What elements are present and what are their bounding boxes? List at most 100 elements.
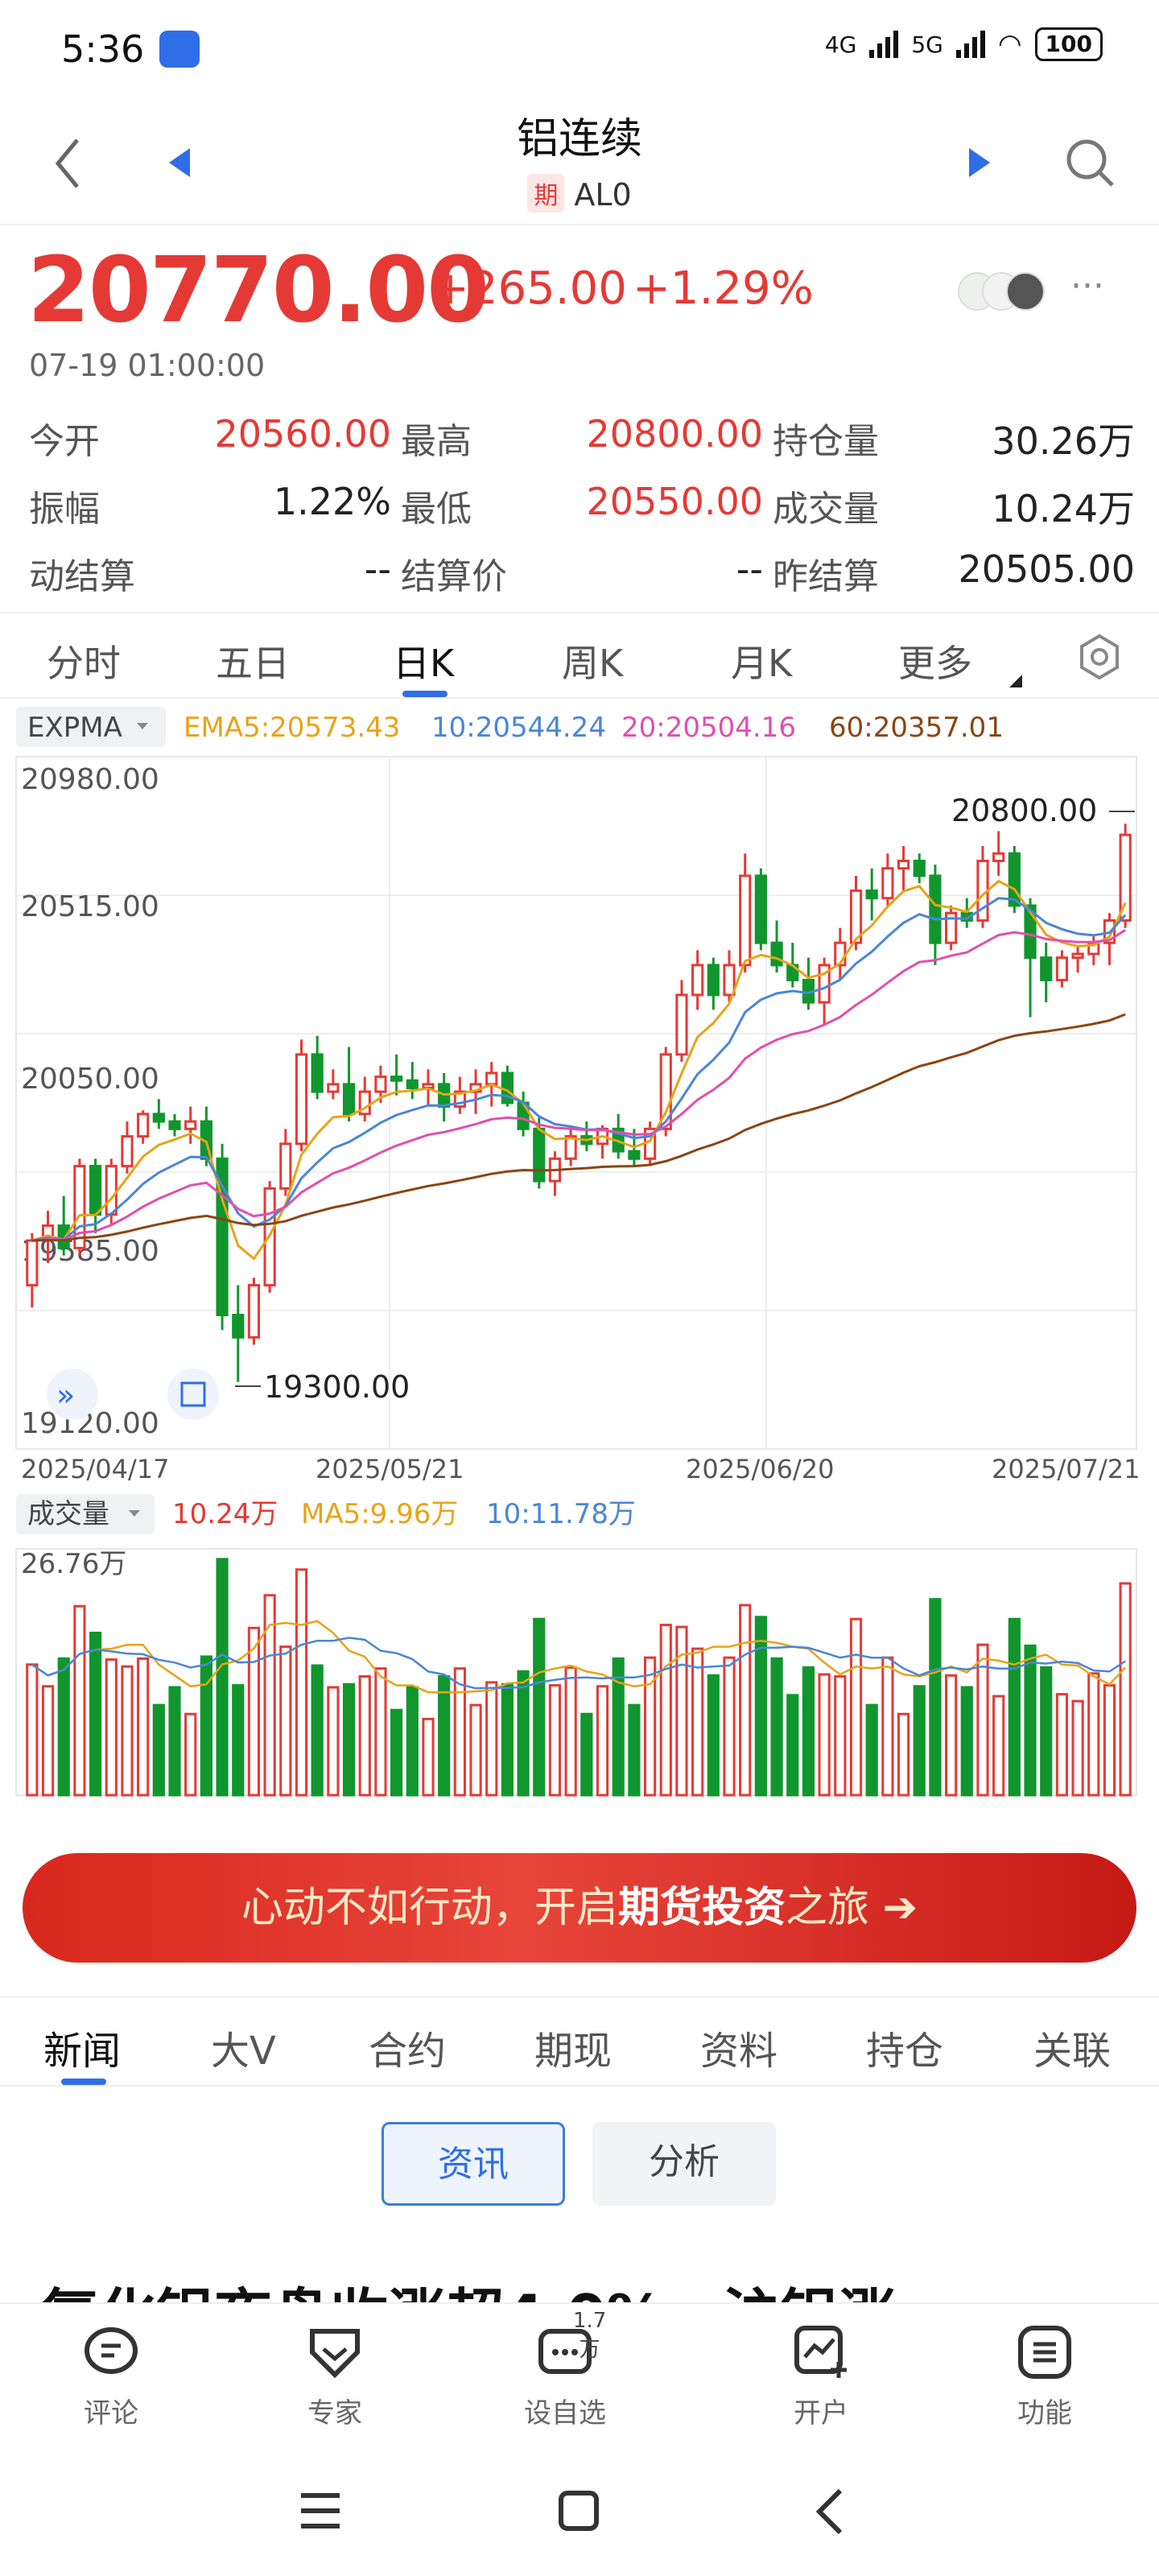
- tab-daily-k[interactable]: 日K: [393, 642, 455, 685]
- indicator-selector[interactable]: [16, 707, 166, 747]
- volume-bar: [960, 1686, 973, 1797]
- volume-bar: [501, 1682, 514, 1797]
- contract-code-text: AL0: [574, 177, 632, 213]
- fullscreen-icon: [180, 1381, 206, 1407]
- signal-icon: [955, 31, 985, 58]
- stat-label: 成交量: [773, 489, 879, 530]
- more-icon[interactable]: ···: [1070, 266, 1104, 307]
- watchlist-count-badge: 1.7万: [573, 2309, 607, 2362]
- candle: [216, 1157, 229, 1317]
- stat-value: 20505.00: [958, 547, 1136, 591]
- subtab-info[interactable]: 资讯: [382, 2122, 565, 2206]
- candle: [913, 859, 926, 877]
- candle: [390, 1075, 403, 1082]
- watchlist-button[interactable]: 1.7万 设自选: [485, 2309, 645, 2430]
- volume-bar: [548, 1684, 562, 1797]
- tab-contract[interactable]: 合约: [369, 2029, 447, 2074]
- network-5g-label: 5G: [911, 31, 943, 58]
- prev-contract-icon[interactable]: [166, 145, 193, 180]
- volume-bar: [580, 1712, 593, 1797]
- candle: [374, 1075, 387, 1093]
- tab-news[interactable]: 新闻: [43, 2029, 122, 2074]
- search-icon[interactable]: [1062, 135, 1119, 192]
- candle: [247, 1284, 261, 1339]
- y-tick: 20050.00: [21, 1063, 159, 1096]
- stat-label: 持仓量: [773, 421, 879, 462]
- volume-bar: [263, 1594, 276, 1797]
- open-account-button[interactable]: 开户: [740, 2320, 901, 2430]
- volume-bar: [533, 1617, 546, 1797]
- candle: [865, 889, 878, 900]
- functions-button[interactable]: 功能: [964, 2320, 1125, 2430]
- candle: [659, 1053, 672, 1130]
- recent-apps-icon[interactable]: [298, 2491, 343, 2531]
- ema20-value: 20:20504.16: [621, 712, 796, 744]
- contract-code: 期 AL0: [0, 174, 1159, 213]
- subtab-analysis[interactable]: 分析: [592, 2122, 776, 2206]
- candle: [279, 1142, 292, 1190]
- candle: [897, 859, 910, 870]
- volume-bar: [849, 1617, 863, 1797]
- page-title: 铝连续: [516, 115, 642, 163]
- tab-materials[interactable]: 资料: [700, 2029, 778, 2074]
- stat-label: 动结算: [29, 556, 135, 597]
- candle: [754, 874, 767, 944]
- volume-bar: [754, 1616, 767, 1797]
- volume-bar: [818, 1673, 831, 1797]
- candle: [992, 852, 1005, 862]
- network-4g-label: 4G: [824, 31, 857, 58]
- settings-icon[interactable]: [1075, 633, 1124, 681]
- candle: [1040, 956, 1053, 981]
- price-change: +265.00: [431, 262, 627, 315]
- tab-more[interactable]: 更多: [898, 642, 972, 685]
- news-tabs: 新闻 大V 合约 期现 资料 持仓 关联: [0, 1996, 1159, 2087]
- volume-bar: [327, 1686, 340, 1797]
- volume-bar: [105, 1658, 118, 1797]
- indicator-name: EXPMA: [27, 712, 122, 744]
- tab-positions[interactable]: 持仓: [866, 2029, 944, 2074]
- back-icon[interactable]: [52, 135, 84, 192]
- system-back-icon[interactable]: [813, 2487, 845, 2536]
- promo-banner[interactable]: 心动不如行动，开启期货投资之旅 ➔: [23, 1853, 1136, 1963]
- kline-chart-area[interactable]: EXPMA EMA5:20573.43 10:20544.24 20:20504…: [0, 699, 1159, 1810]
- avatars-group[interactable]: [958, 269, 1062, 314]
- news-subtabs: 资讯 分析: [0, 2122, 1159, 2206]
- volume-bar: [358, 1675, 371, 1797]
- tab-weekly-k[interactable]: 周K: [562, 642, 624, 685]
- tab-five-day[interactable]: 五日: [216, 642, 290, 685]
- comment-label: 评论: [84, 2397, 138, 2429]
- next-contract-icon[interactable]: [966, 145, 993, 180]
- home-icon[interactable]: [557, 2489, 600, 2533]
- quote-panel: 20770.00 +265.00 +1.29% ··· 07-19 01:00:…: [0, 227, 1159, 612]
- tab-spot[interactable]: 期现: [534, 2029, 612, 2074]
- volume-bar: [929, 1598, 942, 1797]
- chart-controls[interactable]: »: [47, 1368, 219, 1420]
- volume-bar: [73, 1604, 86, 1797]
- ema10-line: [31, 897, 1127, 1242]
- tab-minute[interactable]: 分时: [47, 642, 121, 685]
- tab-bigv[interactable]: 大V: [211, 2029, 276, 2074]
- fullscreen-button[interactable]: [167, 1368, 219, 1420]
- volume-bar: [834, 1675, 847, 1797]
- kline-chart[interactable]: EXPMA EMA5:20573.43 10:20544.24 20:20504…: [0, 699, 1159, 1810]
- volume-selector[interactable]: [16, 1494, 155, 1534]
- candle: [105, 1165, 118, 1216]
- volume-bar: [279, 1645, 292, 1797]
- candle: [168, 1120, 181, 1130]
- period-tabs: 分时 五日 日K 周K 月K 更多: [0, 612, 1159, 699]
- volume-bar: [517, 1670, 530, 1797]
- volume-bar: [247, 1626, 261, 1797]
- expand-chart-button[interactable]: [47, 1368, 98, 1420]
- volume-ma10: 10:11.78万: [486, 1498, 636, 1530]
- comment-button[interactable]: 评论: [31, 2320, 192, 2430]
- max-price-label: 20800.00: [951, 793, 1097, 828]
- volume-ma10-line: [31, 1637, 1126, 1690]
- banner-text-post: 之旅 ➔: [785, 1884, 918, 1932]
- tab-related[interactable]: 关联: [1033, 2029, 1112, 2074]
- header: 铝连续 期 AL0: [0, 97, 1159, 225]
- volume-bar: [200, 1655, 212, 1797]
- expert-button[interactable]: 专家: [254, 2320, 415, 2430]
- x-tick: 2025/05/21: [316, 1454, 464, 1484]
- tab-monthly-k[interactable]: 月K: [731, 642, 793, 685]
- candle: [295, 1053, 308, 1146]
